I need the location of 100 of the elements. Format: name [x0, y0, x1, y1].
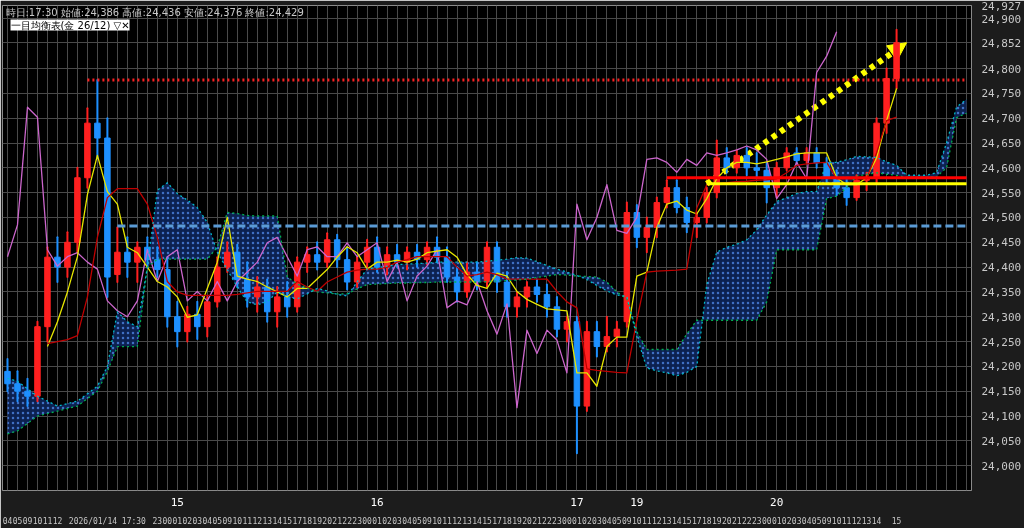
y-tick-label: 24,900 [981, 12, 1022, 26]
x-tick-label: 11 [242, 516, 253, 526]
y-tick-label: 24,500 [981, 211, 1022, 225]
x-tick-label: 05 [212, 516, 223, 526]
y-tick-label: 24,400 [981, 261, 1022, 275]
x-tick-label: 14 [871, 516, 882, 526]
x-tick-label: 11 [841, 516, 852, 526]
x-tick-label: 02 [781, 516, 792, 526]
x-tick-label: 22 [741, 516, 752, 526]
x-tick-label: 19 [711, 516, 722, 526]
x-tick-label: 04 [602, 516, 612, 526]
x-tick-label: 13 [662, 516, 672, 526]
x-tick-label: 00 [562, 516, 572, 526]
x-tick-label: 04 [2, 516, 13, 526]
y-tick-label: 24,750 [981, 87, 1022, 101]
x-tick-label: 04 [202, 516, 213, 526]
x-tick-label: 10 [432, 516, 443, 526]
x-tick-label: 00 [761, 516, 772, 526]
y-tick-label: 24,650 [981, 137, 1022, 151]
x-tick-label: 03 [592, 516, 602, 526]
x-tick-label: 21 [532, 516, 542, 526]
x-tick-label: 05 [12, 516, 23, 526]
x-tick-label: 22 [542, 516, 552, 526]
chart-title: 時日:17:30 始値:24,386 高値:24,436 安値:24,376 終値:24,429 [5, 6, 304, 18]
x-tick-label: 12 [52, 516, 63, 526]
x-tick-label: 15 [681, 516, 692, 526]
x-tick-label: 00 [362, 516, 373, 526]
y-tick-label: 24,100 [981, 410, 1022, 424]
x-tick-label: 20 [522, 516, 532, 526]
x-tick-label: 14 [472, 516, 483, 526]
x-tick-label: 02 [182, 516, 193, 526]
y-tick-label: 24,000 [981, 459, 1022, 473]
x-tick-label: 09 [222, 516, 233, 526]
x-tick-label: 10 [32, 516, 43, 526]
x-tick-label: 12 [252, 516, 263, 526]
text: 一目均衡表(金 26/12) ▽✕ [10, 19, 130, 31]
x-tick-label: 02 [382, 516, 393, 526]
x-tick-label: 2026/01/14 17:30 [68, 516, 147, 526]
y-tick-label: 24,852 [981, 36, 1022, 50]
x-tick-label: 20 [721, 516, 732, 526]
x-tick-label: 19 [512, 516, 522, 526]
x-tick-label: 02 [582, 516, 592, 526]
x-tick-label: 12 [452, 516, 463, 526]
x-tick-label: 04 [801, 516, 812, 526]
y-tick-label: 24,700 [981, 112, 1022, 126]
category-label: 19 10 [630, 495, 644, 526]
x-tick-label: 09 [22, 516, 33, 526]
x-tick-label: 11 [442, 516, 453, 526]
x-tick-label: 03 [192, 516, 203, 526]
x-tick-label: 10 [232, 516, 243, 526]
x-tick-label: 22 [342, 516, 353, 526]
x-tick-label: 14 [272, 516, 283, 526]
x-tick-label: 13 [462, 516, 473, 526]
x-tick-label: 05 [811, 516, 822, 526]
x-tick-label: 18 [302, 516, 313, 526]
y-tick-label: 24,150 [981, 385, 1022, 399]
x-tick-label: 03 [791, 516, 802, 526]
y-tick-label: 24,450 [981, 236, 1022, 250]
y-tick-label: 24,600 [981, 161, 1022, 175]
x-tick-label: 03 [392, 516, 403, 526]
x-tick-label: 10 [831, 516, 842, 526]
y-tick-label: 24,800 [981, 62, 1022, 76]
x-tick-label: 11 [642, 516, 652, 526]
y-tick-label: 24,300 [981, 310, 1022, 324]
x-tick-label: 11 [42, 516, 53, 526]
x-tick-label: 15 [282, 516, 293, 526]
y-tick-label: 24,250 [981, 335, 1022, 349]
x-tick-label: 21 [332, 516, 343, 526]
x-tick-label: 09 [821, 516, 832, 526]
x-tick-label: 04 [402, 516, 413, 526]
x-tick-label: 17 [292, 516, 303, 526]
x-tick-label: 18 [701, 516, 712, 526]
x-tick-label: 05 [412, 516, 423, 526]
x-tick-label: 23 [751, 516, 762, 526]
x-tick-label: 14 [671, 516, 682, 526]
x-tick-label: 23 [152, 516, 163, 526]
x-tick-label: 18 [502, 516, 512, 526]
x-tick-label: 05 [612, 516, 622, 526]
x-tick-label: 12 [851, 516, 862, 526]
x-tick-label: 13 [262, 516, 273, 526]
x-tick-label: 15 [482, 516, 492, 526]
x-tick-label: 15 [891, 516, 902, 526]
x-tick-label: 20 [322, 516, 333, 526]
y-tick-label: 24,050 [981, 434, 1022, 448]
x-tick-label: 12 [652, 516, 662, 526]
x-tick-label: 23 [552, 516, 562, 526]
x-tick-label: 23 [352, 516, 363, 526]
y-tick-label: 24,927 [981, 0, 1022, 13]
x-tick-label: 09 [422, 516, 433, 526]
y-tick-label: 24,350 [981, 285, 1022, 299]
line-series [6, 31, 838, 409]
x-tick-label: 21 [731, 516, 742, 526]
y-tick-label: 24,550 [981, 186, 1022, 200]
x-tick-label: 19 [312, 516, 323, 526]
x-tick-label: 13 [861, 516, 872, 526]
x-tick-label: 09 [622, 516, 632, 526]
x-tick-label: 00 [162, 516, 173, 526]
x-tick-label: 17 [492, 516, 502, 526]
y-tick-label: 24,200 [981, 360, 1022, 374]
x-tick-label: 17 [691, 516, 702, 526]
